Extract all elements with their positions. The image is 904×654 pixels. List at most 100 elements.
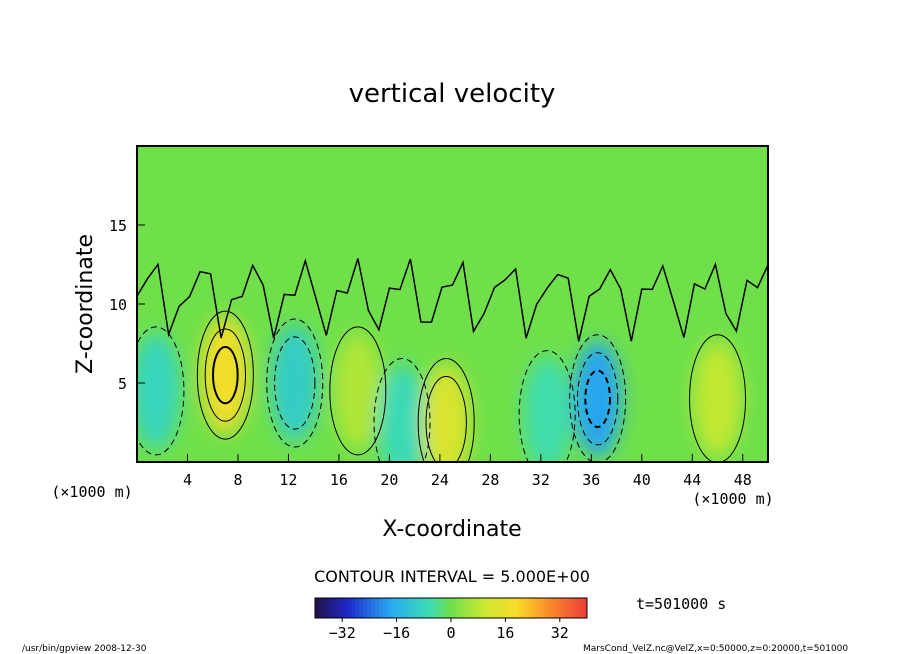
- colorbar-cell: [403, 598, 408, 618]
- footer-right: MarsCond_VelZ.nc@VelZ,x=0:50000,z=0:2000…: [583, 644, 848, 654]
- x-tick-label: 4: [183, 471, 192, 489]
- colorbar-cell: [499, 598, 504, 618]
- field-cell-4: [378, 364, 427, 462]
- x-tick-label: 16: [330, 471, 348, 489]
- colorbar-cell: [347, 598, 352, 618]
- colorbar-cell: [315, 598, 320, 618]
- contour-ring-6-0: [518, 350, 576, 462]
- zero-contour: [137, 258, 768, 342]
- time-label: t=501000 s: [636, 595, 726, 613]
- x-axis-label: X-coordinate: [382, 517, 521, 542]
- colorbar-cell: [359, 598, 364, 618]
- colorbar-cell: [471, 598, 476, 618]
- field-cell-7: [573, 340, 622, 457]
- colorbar-cell: [523, 598, 528, 618]
- field-cell-2: [270, 325, 319, 441]
- y-tick-label: 5: [118, 375, 127, 393]
- colorbar-cell: [391, 598, 396, 618]
- colorbar-cell: [531, 598, 536, 618]
- colorbar-cell: [407, 598, 412, 618]
- colorbar-cell: [375, 598, 380, 618]
- contour-ring-1-0: [196, 310, 254, 440]
- colorbar-cell: [571, 598, 576, 618]
- x-tick-label: 48: [734, 471, 752, 489]
- contour-ring-4-0: [373, 358, 431, 462]
- y-tick-label: 10: [109, 296, 127, 314]
- colorbar-cell: [579, 598, 584, 618]
- contour-ring-1-2: [212, 345, 239, 405]
- x-tick-label: 20: [380, 471, 398, 489]
- contour-ring-0-0: [137, 326, 185, 456]
- colorbar-cell: [395, 598, 400, 618]
- colorbar-cell: [411, 598, 416, 618]
- colorbar-tick-label: 32: [551, 624, 569, 642]
- colorbar: [315, 598, 588, 618]
- contour-ring-2-0: [266, 318, 324, 448]
- x-tick-label: 8: [233, 471, 242, 489]
- colorbar-cell: [559, 598, 564, 618]
- field-cell-3: [333, 332, 382, 449]
- colorbar-cell: [323, 598, 328, 618]
- colorbar-cell: [439, 598, 444, 618]
- colorbar-cell: [511, 598, 516, 618]
- colorbar-cell: [399, 598, 404, 618]
- contour-ring-3-0: [329, 326, 387, 456]
- colorbar-cell: [435, 598, 440, 618]
- colorbar-cell: [563, 598, 568, 618]
- field-cell-0: [137, 332, 180, 449]
- colorbar-cell: [539, 598, 544, 618]
- x-tick-label: 24: [431, 471, 449, 489]
- x-tick-label: 44: [683, 471, 701, 489]
- colorbar-cell: [519, 598, 524, 618]
- colorbar-cell: [319, 598, 324, 618]
- contour-ring-7-0: [569, 334, 627, 462]
- colorbar-cell: [535, 598, 540, 618]
- colorbar-cell: [355, 598, 360, 618]
- colorbar-cell: [327, 598, 332, 618]
- colorbar-cell: [447, 598, 452, 618]
- velocity-field: [137, 317, 742, 462]
- y-tick-label: 15: [109, 217, 127, 235]
- colorbar-cell: [419, 598, 424, 618]
- colorbar-cell: [455, 598, 460, 618]
- colorbar-cell: [551, 598, 556, 618]
- colorbar-cell: [583, 598, 588, 618]
- colorbar-cell: [423, 598, 428, 618]
- chart-title: vertical velocity: [349, 79, 556, 109]
- contour-ring-7-2: [584, 369, 611, 428]
- colorbar-cell: [459, 598, 464, 618]
- field-cell-6: [523, 356, 572, 462]
- colorbar-cell: [483, 598, 488, 618]
- colorbar-cell: [443, 598, 448, 618]
- field-cell-1: [201, 317, 250, 434]
- colorbar-cell: [427, 598, 432, 618]
- colorbar-cell: [495, 598, 500, 618]
- colorbar-cell: [451, 598, 456, 618]
- colorbar-cell: [343, 598, 348, 618]
- colorbar-cell: [335, 598, 340, 618]
- colorbar-tick-label: −32: [329, 624, 356, 642]
- y-axis: 5 10 15: [109, 217, 145, 393]
- contour-ring-5-0: [417, 358, 475, 462]
- colorbar-cell: [463, 598, 468, 618]
- colorbar-cell: [351, 598, 356, 618]
- colorbar-cell: [555, 598, 560, 618]
- colorbar-cell: [363, 598, 368, 618]
- contour-ring-5-1: [425, 375, 467, 462]
- colorbar-cell: [527, 598, 532, 618]
- plot-area: [137, 146, 768, 462]
- x-tick-label: 36: [582, 471, 600, 489]
- colorbar-cell: [503, 598, 508, 618]
- colorbar-cell: [475, 598, 480, 618]
- colorbar-cell: [515, 598, 520, 618]
- colorbar-cell: [415, 598, 420, 618]
- colorbar-tick-label: −16: [383, 624, 410, 642]
- colorbar-cell: [507, 598, 512, 618]
- colorbar-cell: [547, 598, 552, 618]
- colorbar-tick-label: 0: [446, 624, 455, 642]
- x-tick-label: 40: [633, 471, 651, 489]
- colorbar-cell: [479, 598, 484, 618]
- field-cell-8: [693, 340, 742, 457]
- colorbar-cell: [383, 598, 388, 618]
